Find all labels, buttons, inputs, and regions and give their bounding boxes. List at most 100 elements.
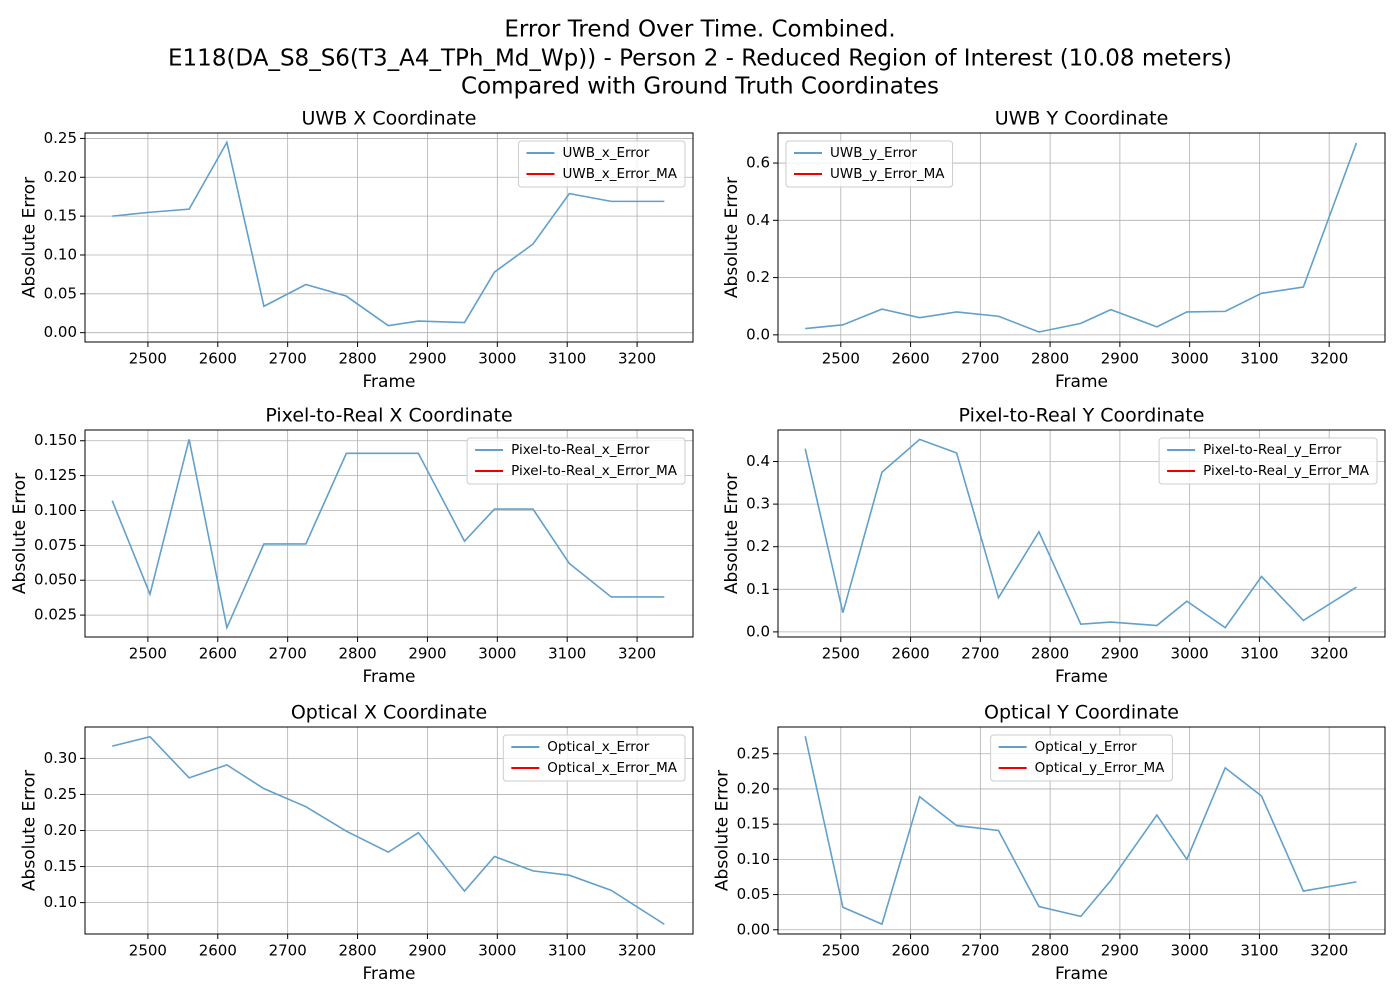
x-tick-label: 2500 xyxy=(129,645,167,663)
x-tick-label: 3000 xyxy=(478,645,516,663)
x-tick-label: 3000 xyxy=(1171,942,1209,960)
y-tick-label: 0.25 xyxy=(44,785,77,803)
legend-box xyxy=(785,140,954,188)
legend-label: UWB_x_Error_MA xyxy=(562,166,677,182)
x-tick-label: 3200 xyxy=(618,645,656,663)
legend: UWB_y_Error UWB_y_Error_MA xyxy=(785,140,954,188)
y-tick-label: 0.15 xyxy=(44,857,77,875)
x-tick-label: 3200 xyxy=(618,350,656,368)
legend-label: Pixel-to-Real_y_Error xyxy=(1203,442,1342,458)
x-tick-label: 2900 xyxy=(1101,350,1139,368)
legend: Pixel-to-Real_y_Error Pixel-to-Real_y_Err… xyxy=(1158,437,1378,485)
y-tick-label: 0.0 xyxy=(746,325,770,343)
y-tick-label: 0.20 xyxy=(737,779,770,797)
x-tick-label: 2700 xyxy=(269,942,307,960)
series-line xyxy=(112,735,665,925)
x-tick-label: 3000 xyxy=(1171,350,1209,368)
y-axis-label: Absolute Error xyxy=(10,473,30,594)
axes-frame xyxy=(777,132,1386,343)
figure-title: Compared with Ground Truth Coordinates xyxy=(461,74,939,100)
y-tick-label: 0.100 xyxy=(34,501,77,519)
x-tick-label: 2600 xyxy=(199,645,237,663)
x-tick-label: 2800 xyxy=(1031,942,1069,960)
x-tick-label: 2500 xyxy=(129,942,167,960)
y-tick-label: 0.4 xyxy=(746,211,770,229)
x-tick-label: 3000 xyxy=(478,942,516,960)
x-tick-label: 2500 xyxy=(822,942,860,960)
legend-label: Pixel-to-Real_x_Error_MA xyxy=(511,463,678,479)
x-tick-label: 3200 xyxy=(1310,350,1348,368)
x-tick-label: 2900 xyxy=(408,645,446,663)
axes-frame xyxy=(777,726,1386,935)
y-tick-label: 0.00 xyxy=(44,323,77,341)
x-axis-label: Frame xyxy=(1055,964,1108,984)
y-tick-label: 0.10 xyxy=(737,850,770,868)
legend-label: Pixel-to-Real_y_Error_MA xyxy=(1203,463,1370,479)
x-tick-label: 2800 xyxy=(1031,350,1069,368)
legend-label: UWB_y_Error xyxy=(830,145,917,161)
x-tick-label: 3100 xyxy=(548,350,586,368)
x-tick-label: 2600 xyxy=(891,942,929,960)
y-tick-label: 0.125 xyxy=(34,466,77,484)
y-axis-label: Absolute Error xyxy=(722,473,742,594)
legend-label: UWB_x_Error xyxy=(562,145,649,161)
x-tick-label: 2800 xyxy=(1031,645,1069,663)
subplot-title: Pixel-to-Real Y Coordinate xyxy=(959,405,1205,427)
x-tick-label: 2500 xyxy=(129,350,167,368)
y-tick-label: 0.6 xyxy=(746,154,770,172)
y-tick-label: 0.3 xyxy=(746,495,770,513)
series-line xyxy=(804,735,1357,926)
series-line xyxy=(112,140,665,327)
x-axis-label: Frame xyxy=(363,964,416,984)
y-axis-label: Absolute Error xyxy=(713,770,733,891)
x-tick-label: 3100 xyxy=(548,942,586,960)
x-tick-label: 3200 xyxy=(618,942,656,960)
legend-box xyxy=(1158,437,1378,485)
axes-frame xyxy=(84,132,694,343)
y-tick-label: 0.075 xyxy=(34,536,77,554)
x-tick-label: 3000 xyxy=(1171,645,1209,663)
x-tick-label: 2900 xyxy=(408,942,446,960)
y-tick-label: 0.4 xyxy=(746,452,770,470)
subplot-title: Optical X Coordinate xyxy=(291,702,487,724)
figure-title: E118(DA_S8_S6(T3_A4_TPh_Md_Wp)) - Person… xyxy=(168,46,1232,72)
legend: Optical_y_Error Optical_y_Error_MA xyxy=(990,734,1173,782)
y-tick-label: 0.10 xyxy=(44,893,77,911)
x-tick-label: 2900 xyxy=(408,350,446,368)
x-tick-label: 3200 xyxy=(1310,645,1348,663)
subplot-title: Optical Y Coordinate xyxy=(984,702,1179,724)
x-axis-label: Frame xyxy=(1055,372,1108,392)
y-tick-label: 0.150 xyxy=(34,431,77,449)
x-tick-label: 3000 xyxy=(478,350,516,368)
legend-label: Optical_x_Error xyxy=(547,739,650,755)
y-tick-label: 0.00 xyxy=(737,920,770,938)
y-tick-label: 0.025 xyxy=(34,606,77,624)
x-axis-label: Frame xyxy=(363,667,416,687)
x-axis-label: Frame xyxy=(1055,667,1108,687)
y-axis-label: Absolute Error xyxy=(722,177,742,298)
legend-label: Optical_x_Error_MA xyxy=(547,760,677,776)
subplot-title: Pixel-to-Real X Coordinate xyxy=(265,405,512,427)
x-tick-label: 2600 xyxy=(199,350,237,368)
x-tick-label: 2700 xyxy=(961,350,999,368)
x-tick-label: 3100 xyxy=(1240,350,1278,368)
x-axis-label: Frame xyxy=(363,372,416,392)
x-tick-label: 2600 xyxy=(199,942,237,960)
x-tick-label: 2800 xyxy=(338,942,376,960)
axes-frame xyxy=(777,429,1386,638)
y-tick-label: 0.25 xyxy=(737,744,770,762)
y-tick-label: 0.05 xyxy=(44,284,77,302)
y-axis-label: Absolute Error xyxy=(20,770,40,891)
x-tick-label: 2600 xyxy=(891,350,929,368)
x-tick-label: 2800 xyxy=(338,350,376,368)
x-tick-label: 2700 xyxy=(961,645,999,663)
x-tick-label: 2500 xyxy=(822,645,860,663)
x-tick-label: 3100 xyxy=(548,645,586,663)
y-tick-label: 0.20 xyxy=(44,168,77,186)
y-tick-label: 0.25 xyxy=(44,129,77,147)
x-tick-label: 2700 xyxy=(269,350,307,368)
y-tick-label: 0.15 xyxy=(737,815,770,833)
legend-box xyxy=(517,140,686,188)
legend-label: Optical_y_Error_MA xyxy=(1035,760,1165,776)
